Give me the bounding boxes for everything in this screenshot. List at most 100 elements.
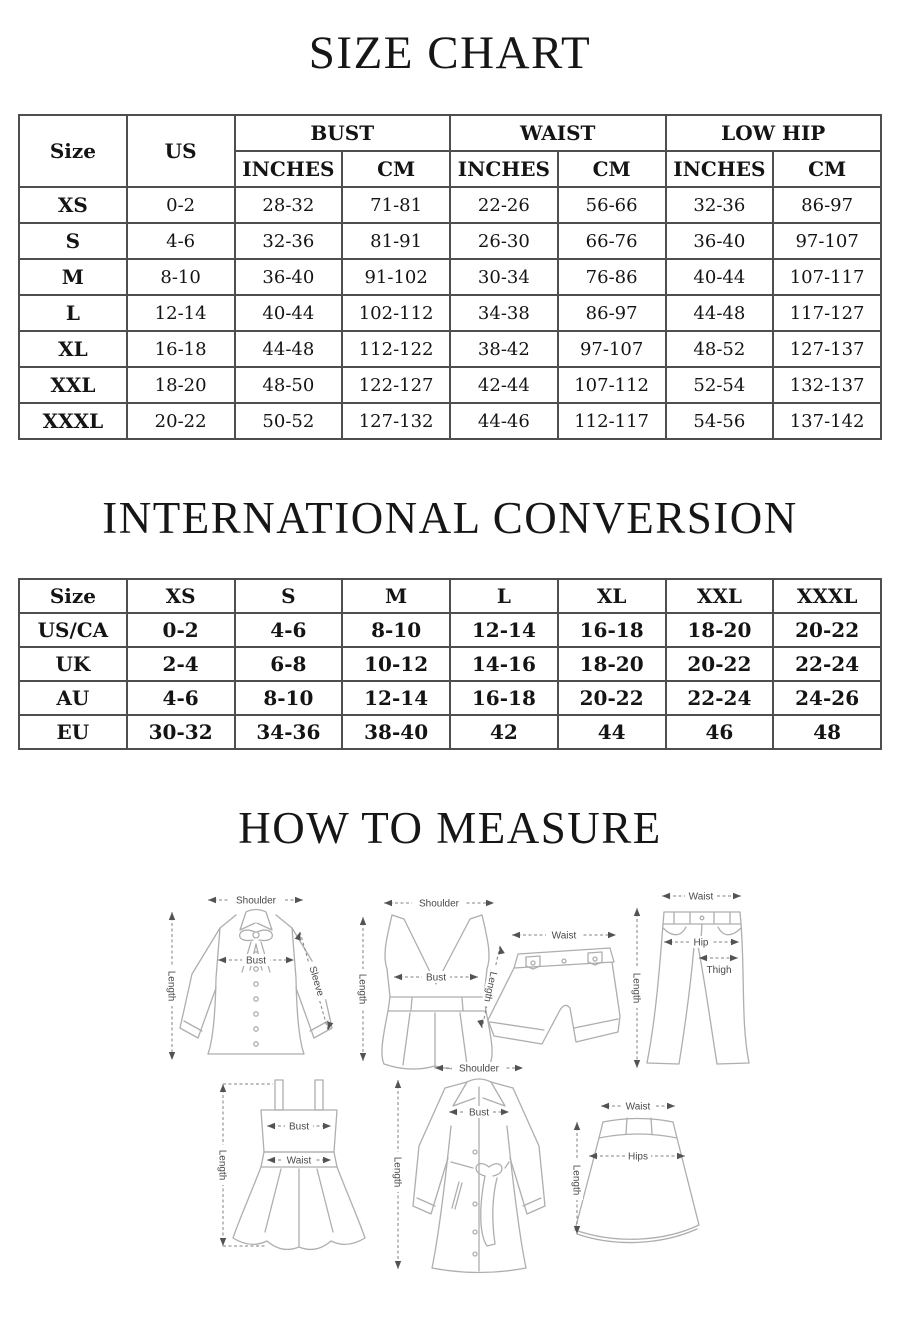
sleeve-measure: Sleeve bbox=[294, 931, 334, 1031]
conv-header-s: S bbox=[233, 578, 344, 614]
table-row: XXL 18-20 48-50 122-127 42-44 107-112 52… bbox=[18, 366, 882, 404]
value-cell: 2-4 bbox=[125, 646, 236, 682]
length-measure: Length bbox=[631, 908, 643, 1068]
us-cell: 0-2 bbox=[125, 186, 236, 224]
value-cell: 8-10 bbox=[233, 680, 344, 716]
region-cell: EU bbox=[18, 714, 128, 750]
value-cell: 10-12 bbox=[341, 646, 451, 682]
hip-cm-cell: 132-137 bbox=[772, 366, 882, 404]
region-cell: AU bbox=[18, 680, 128, 716]
hip-in-cell: 36-40 bbox=[664, 222, 775, 260]
hip-in-cell: 54-56 bbox=[664, 402, 775, 440]
value-cell: 22-24 bbox=[664, 680, 775, 716]
waist-measure: Waist bbox=[267, 1154, 331, 1167]
region-cell: UK bbox=[18, 646, 128, 682]
hip-in-cell: 40-44 bbox=[664, 258, 775, 296]
hip-in-cell: 52-54 bbox=[664, 366, 775, 404]
length-measure: Length bbox=[477, 945, 505, 1029]
hip-in-cell: 32-36 bbox=[664, 186, 775, 224]
table-row: US/CA 0-2 4-6 8-10 12-14 16-18 18-20 20-… bbox=[18, 612, 882, 648]
value-cell: 16-18 bbox=[449, 680, 559, 716]
size-cell: S bbox=[18, 222, 128, 260]
dress-figure: Bust Waist Length bbox=[217, 1079, 366, 1251]
conversion-table: Size XS S M L XL XXL XXXL US/CA 0-2 4-6 … bbox=[18, 578, 882, 750]
waist-in-cell: 42-44 bbox=[449, 366, 559, 404]
length-measure: Length bbox=[166, 912, 178, 1060]
waist-measure-label: Waist bbox=[689, 892, 714, 903]
us-cell: 16-18 bbox=[125, 330, 236, 368]
waist-in-cell: 38-42 bbox=[449, 330, 559, 368]
bust-measure-label: Bust bbox=[469, 1108, 489, 1119]
length-measure-label: Length bbox=[357, 974, 368, 1005]
waist-cm-cell: 112-117 bbox=[556, 402, 667, 440]
table-row: S 4-6 32-36 81-91 26-30 66-76 36-40 97-1… bbox=[18, 222, 882, 260]
hip-in-cell: 44-48 bbox=[664, 294, 775, 332]
value-cell: 4-6 bbox=[233, 612, 344, 648]
tank-top-figure: Shoulder Length Bust bbox=[357, 897, 494, 1070]
bust-measure: Bust bbox=[449, 1106, 509, 1119]
waist-measure-label: Waist bbox=[552, 931, 577, 942]
shoulder-measure-label: Shoulder bbox=[419, 899, 460, 910]
size-cell: L bbox=[18, 294, 128, 332]
length-measure-label: Length bbox=[481, 971, 498, 1003]
bust-in-cell: 36-40 bbox=[233, 258, 344, 296]
waist-cm-cell: 66-76 bbox=[556, 222, 667, 260]
col-header-waist-cm: CM bbox=[556, 150, 667, 188]
bust-cm-cell: 71-81 bbox=[341, 186, 451, 224]
region-cell: US/CA bbox=[18, 612, 128, 648]
measure-figures: Shoulder Length Bust Sleeve bbox=[0, 864, 900, 1296]
coat-figure: Shoulder Bust Length bbox=[392, 1062, 546, 1274]
length-measure: Length bbox=[392, 1080, 404, 1269]
hip-cm-cell: 117-127 bbox=[772, 294, 882, 332]
table-row: XXXL 20-22 50-52 127-132 44-46 112-117 5… bbox=[18, 402, 882, 440]
size-chart-table: Size US BUST WAIST LOW HIP INCHES CM INC… bbox=[18, 114, 882, 440]
value-cell: 12-14 bbox=[341, 680, 451, 716]
waist-measure: Waist bbox=[662, 890, 741, 903]
waist-measure-label: Waist bbox=[626, 1102, 651, 1113]
value-cell: 22-24 bbox=[772, 646, 882, 682]
bust-measure-label: Bust bbox=[289, 1122, 309, 1133]
waist-cm-cell: 56-66 bbox=[556, 186, 667, 224]
value-cell: 18-20 bbox=[556, 646, 667, 682]
bust-cm-cell: 112-122 bbox=[341, 330, 451, 368]
bust-measure-label: Bust bbox=[426, 973, 446, 984]
col-group-bust: BUST bbox=[233, 114, 451, 152]
col-group-waist: WAIST bbox=[449, 114, 667, 152]
table-row: EU 30-32 34-36 38-40 42 44 46 48 bbox=[18, 714, 882, 750]
size-cell: XS bbox=[18, 186, 128, 224]
col-header-bust-inches: INCHES bbox=[233, 150, 344, 188]
hip-measure-label: Hip bbox=[693, 938, 708, 949]
bust-in-cell: 44-48 bbox=[233, 330, 344, 368]
value-cell: 4-6 bbox=[125, 680, 236, 716]
conv-header-xxl: XXL bbox=[664, 578, 775, 614]
value-cell: 16-18 bbox=[556, 612, 667, 648]
hip-measure: Hip bbox=[664, 936, 739, 949]
length-measure-label: Length bbox=[392, 1157, 403, 1188]
waist-in-cell: 30-34 bbox=[449, 258, 559, 296]
table-row: XL 16-18 44-48 112-122 38-42 97-107 48-5… bbox=[18, 330, 882, 368]
col-group-low-hip: LOW HIP bbox=[664, 114, 882, 152]
conv-header-l: L bbox=[449, 578, 559, 614]
bust-cm-cell: 81-91 bbox=[341, 222, 451, 260]
waist-cm-cell: 86-97 bbox=[556, 294, 667, 332]
hip-in-cell: 48-52 bbox=[664, 330, 775, 368]
waist-in-cell: 34-38 bbox=[449, 294, 559, 332]
pants-figure: Waist Hip Thigh Length bbox=[631, 890, 750, 1068]
waist-in-cell: 22-26 bbox=[449, 186, 559, 224]
shoulder-measure: Shoulder bbox=[384, 897, 494, 910]
shoulder-measure-label: Shoulder bbox=[236, 896, 277, 907]
waist-cm-cell: 107-112 bbox=[556, 366, 667, 404]
value-cell: 12-14 bbox=[449, 612, 559, 648]
size-cell: XXL bbox=[18, 366, 128, 404]
value-cell: 0-2 bbox=[125, 612, 236, 648]
length-measure-label: Length bbox=[166, 971, 177, 1002]
table-row: XS 0-2 28-32 71-81 22-26 56-66 32-36 86-… bbox=[18, 186, 882, 224]
us-cell: 8-10 bbox=[125, 258, 236, 296]
bust-in-cell: 28-32 bbox=[233, 186, 344, 224]
us-cell: 4-6 bbox=[125, 222, 236, 260]
value-cell: 18-20 bbox=[664, 612, 775, 648]
value-cell: 30-32 bbox=[125, 714, 236, 750]
table-header-row: Size US BUST WAIST LOW HIP bbox=[18, 114, 882, 188]
col-header-hip-cm: CM bbox=[772, 150, 882, 188]
waist-cm-cell: 76-86 bbox=[556, 258, 667, 296]
